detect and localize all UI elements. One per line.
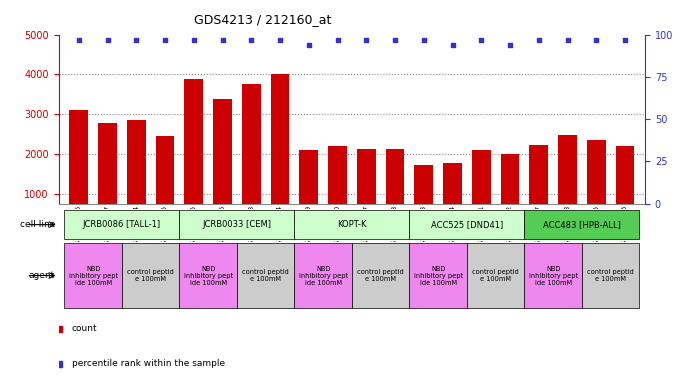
Point (476, 36, 487, 43)
Bar (409, 243, 467, 308)
Bar (615, 146, 634, 233)
Text: count: count (72, 324, 97, 333)
Bar (237, 243, 295, 308)
Point (188, 36, 199, 43)
Bar (582, 243, 640, 308)
Bar (587, 139, 606, 233)
Point (591, 36, 602, 43)
Text: NBD
inhibitory pept
ide 100mM: NBD inhibitory pept ide 100mM (68, 265, 118, 286)
Bar (156, 136, 175, 233)
Bar (179, 243, 237, 308)
Bar (386, 149, 404, 233)
Point (562, 36, 573, 43)
Bar (529, 145, 548, 233)
Point (246, 36, 257, 43)
Text: KOPT-K: KOPT-K (337, 220, 366, 229)
Point (504, 41, 515, 48)
Bar (64, 210, 179, 239)
Bar (357, 149, 375, 233)
Bar (524, 210, 640, 239)
Bar (179, 210, 295, 239)
Text: NBD
inhibitory pept
ide 100mM: NBD inhibitory pept ide 100mM (413, 265, 463, 286)
Bar (409, 210, 524, 239)
Text: percentile rank within the sample: percentile rank within the sample (72, 359, 225, 368)
Point (73, 36, 84, 43)
Bar (98, 123, 117, 233)
Text: agent: agent (29, 271, 55, 280)
Point (275, 36, 286, 43)
Text: ACC525 [DND41]: ACC525 [DND41] (431, 220, 503, 229)
Point (102, 36, 113, 43)
Point (131, 36, 142, 43)
Bar (295, 210, 409, 239)
Bar (242, 84, 261, 233)
Bar (443, 163, 462, 233)
Point (418, 36, 429, 43)
Bar (501, 154, 520, 233)
Bar (558, 135, 577, 233)
Text: control peptid
e 100mM: control peptid e 100mM (472, 269, 519, 282)
Bar (467, 243, 524, 308)
Bar (415, 165, 433, 233)
Bar (472, 150, 491, 233)
Text: JCRB0086 [TALL-1]: JCRB0086 [TALL-1] (83, 220, 161, 229)
Bar (352, 243, 409, 308)
Text: NBD
inhibitory pept
ide 100mM: NBD inhibitory pept ide 100mM (299, 265, 348, 286)
Text: NBD
inhibitory pept
ide 100mM: NBD inhibitory pept ide 100mM (529, 265, 578, 286)
Text: ACC483 [HPB-ALL]: ACC483 [HPB-ALL] (543, 220, 621, 229)
Text: control peptid
e 100mM: control peptid e 100mM (587, 269, 634, 282)
Point (447, 41, 458, 48)
Point (390, 36, 401, 43)
Text: cell line: cell line (20, 220, 55, 229)
Point (217, 36, 228, 43)
Bar (524, 243, 582, 308)
Bar (122, 243, 179, 308)
Point (304, 41, 315, 48)
Bar (64, 243, 122, 308)
Bar (213, 99, 232, 233)
Point (361, 36, 372, 43)
Text: control peptid
e 100mM: control peptid e 100mM (357, 269, 404, 282)
Bar (127, 120, 146, 233)
Point (332, 36, 343, 43)
Bar (295, 243, 352, 308)
Point (159, 36, 170, 43)
Point (533, 36, 544, 43)
Text: GDS4213 / 212160_at: GDS4213 / 212160_at (193, 13, 331, 26)
Point (620, 36, 631, 43)
Bar (184, 79, 203, 233)
Bar (270, 74, 289, 233)
Bar (299, 150, 318, 233)
Text: NBD
inhibitory pept
ide 100mM: NBD inhibitory pept ide 100mM (184, 265, 233, 286)
Text: control peptid
e 100mM: control peptid e 100mM (242, 269, 289, 282)
Text: control peptid
e 100mM: control peptid e 100mM (127, 269, 174, 282)
Bar (70, 110, 88, 233)
Text: JCRB0033 [CEM]: JCRB0033 [CEM] (202, 220, 271, 229)
Bar (328, 146, 347, 233)
